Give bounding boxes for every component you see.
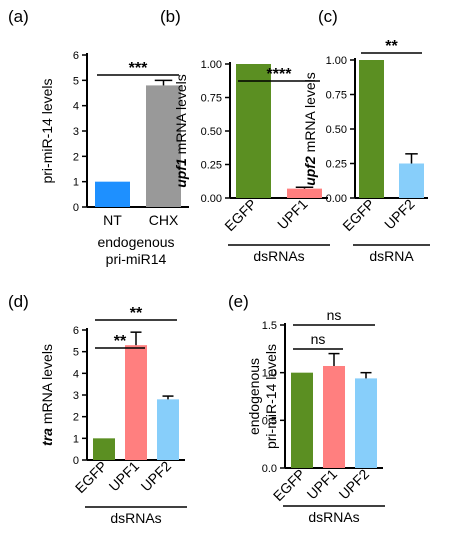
group-label: dsRNAs: [253, 248, 304, 264]
bar: [236, 64, 271, 198]
significance-label: **: [114, 333, 127, 350]
panel-label: (b): [160, 7, 181, 26]
y-axis-label-part: upf1: [173, 158, 189, 188]
x-tick-label: UPF2: [335, 466, 372, 503]
significance-label: **: [130, 305, 143, 322]
bar: [125, 345, 147, 460]
y-axis-label-part: mRNA levels: [39, 344, 55, 428]
y-axis-label: upf1 mRNA levels: [173, 74, 189, 188]
significance-label: ****: [267, 66, 293, 83]
y-tick-label: 3: [73, 126, 79, 138]
bar: [146, 85, 181, 207]
x-tick-label: UPF1: [303, 466, 340, 503]
x-tick-label: EGFP: [221, 196, 259, 234]
bar: [359, 60, 384, 198]
group-label: endogenous: [97, 234, 174, 250]
x-tick-label: UPF1: [274, 196, 311, 233]
y-axis-label: pri-miR-14 levels: [39, 78, 55, 183]
y-axis-label-part: tra: [39, 428, 55, 446]
group-label: dsRNAs: [308, 509, 359, 525]
y-tick-label: 5: [73, 347, 79, 359]
x-tick-label: CHX: [149, 212, 179, 228]
y-axis-label: pri-miR-14 levels: [263, 344, 279, 449]
y-axis-label-part: pri-miR-14 levels: [39, 78, 55, 183]
bar: [157, 399, 179, 460]
significance-label: ***: [129, 60, 148, 77]
y-tick-label: 0.75: [201, 93, 222, 105]
bar: [291, 372, 313, 468]
x-tick-label: UPF1: [105, 458, 142, 495]
bar: [323, 365, 345, 468]
y-tick-label: 0.25: [201, 160, 222, 172]
significance-label: ns: [311, 331, 326, 347]
bar: [93, 438, 115, 460]
y-tick-label: 1: [73, 433, 79, 445]
bar: [287, 188, 322, 198]
y-tick-label: 2: [73, 151, 79, 163]
x-tick-label: UPF2: [137, 458, 174, 495]
y-axis-label-part: upf2: [302, 156, 318, 186]
y-tick-label: 4: [73, 101, 79, 113]
bar: [355, 378, 377, 468]
y-axis-label: tra mRNA levels: [39, 344, 55, 446]
y-tick-label: 5: [73, 75, 79, 87]
panel-label: (c): [318, 7, 338, 26]
y-axis-label: upf2 mRNA levels: [302, 72, 318, 186]
y-tick-label: 1: [73, 177, 79, 189]
x-tick-label: UPF2: [381, 196, 418, 233]
y-axis-label-part: mRNA levels: [302, 72, 318, 156]
y-tick-label: 0.00: [326, 193, 347, 205]
significance-label: **: [385, 38, 398, 55]
y-tick-label: 6: [73, 325, 79, 337]
y-tick-label: 6: [73, 50, 79, 62]
y-tick-label: 0.0: [262, 463, 277, 475]
panel-label: (e): [228, 292, 249, 311]
panel-label: (d): [8, 292, 29, 311]
y-tick-label: 0.75: [326, 90, 347, 102]
y-tick-label: 0: [73, 455, 79, 467]
y-tick-label: 0.50: [201, 126, 222, 138]
y-axis-label: endogenous: [246, 358, 262, 435]
x-tick-label: NT: [103, 212, 122, 228]
y-tick-label: 4: [73, 368, 79, 380]
panel-label: (a): [8, 7, 29, 26]
y-tick-label: 2: [73, 412, 79, 424]
panel-5: (e)0.00.51.01.5EGFPUPF1UPF2dsRNAsendogen…: [228, 292, 385, 525]
y-tick-label: 0.25: [326, 159, 347, 171]
y-tick-label: 1.00: [201, 59, 222, 71]
bar: [399, 163, 424, 198]
group-label: dsRNA: [369, 248, 414, 264]
bar: [95, 181, 130, 207]
y-tick-label: 0: [73, 202, 79, 214]
y-tick-label: 1.00: [326, 55, 347, 67]
significance-label: ns: [327, 307, 342, 323]
group-label: pri-miR14: [106, 251, 167, 267]
y-tick-label: 0.5: [262, 415, 277, 427]
y-tick-label: 0.00: [201, 193, 222, 205]
group-label: dsRNAs: [110, 510, 161, 526]
y-tick-label: 0.50: [326, 124, 347, 136]
y-axis-label-part: mRNA levels: [173, 74, 189, 158]
y-tick-label: 1.5: [262, 320, 277, 332]
y-tick-label: 1.0: [262, 368, 277, 380]
y-tick-label: 3: [73, 390, 79, 402]
